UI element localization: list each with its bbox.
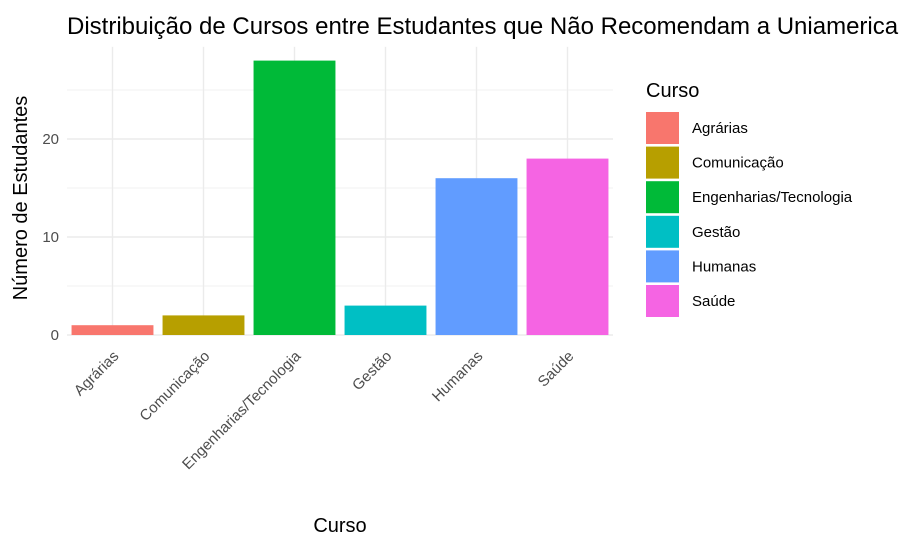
bar (344, 305, 427, 335)
legend-label: Saúde (692, 293, 735, 310)
grid-lines (67, 46, 613, 336)
x-axis-title: Curso (313, 515, 366, 537)
bar (71, 325, 154, 335)
legend-label: Agrárias (692, 120, 748, 137)
legend-title: Curso (646, 80, 699, 102)
bar (526, 158, 609, 335)
x-tick-label: Humanas (429, 348, 486, 405)
legend-label: Engenharias/Tecnologia (692, 189, 853, 206)
x-tick-labels: Agrárias ComunicaçãoEngenharias/Tecnologi… (71, 347, 578, 473)
legend-key (646, 285, 679, 317)
y-tick-label: 10 (42, 229, 59, 246)
legend-label: Humanas (692, 258, 756, 275)
legend-key (646, 250, 679, 283)
chart-title: Distribuição de Cursos entre Estudantes … (67, 13, 899, 40)
legend-items: Agrárias Comunicação Engenharias/Tecnologi… (646, 112, 853, 317)
legend: Curso Agrárias Comunicação Engenharias/Tec… (646, 80, 853, 317)
x-tick-label: Agrárias (71, 348, 123, 400)
y-axis-title: Número de Estudantes (10, 96, 32, 301)
y-tick-label: 0 (51, 327, 59, 344)
bars (71, 60, 609, 335)
legend-key (646, 181, 679, 214)
legend-key (646, 146, 679, 179)
legend-label: Comunicação (692, 155, 784, 172)
legend-key (646, 215, 679, 248)
legend-key (646, 112, 679, 144)
y-tick-label: 20 (42, 131, 59, 148)
bar (162, 315, 245, 335)
bar (253, 60, 336, 335)
x-tick-label: Comunicação (136, 348, 213, 425)
legend-label: Gestão (692, 224, 740, 241)
bar (435, 178, 518, 335)
y-tick-labels: 0 10 20 (42, 131, 59, 344)
x-tick-label: Saúde (535, 348, 578, 391)
x-tick-label: Gestão (349, 348, 395, 394)
